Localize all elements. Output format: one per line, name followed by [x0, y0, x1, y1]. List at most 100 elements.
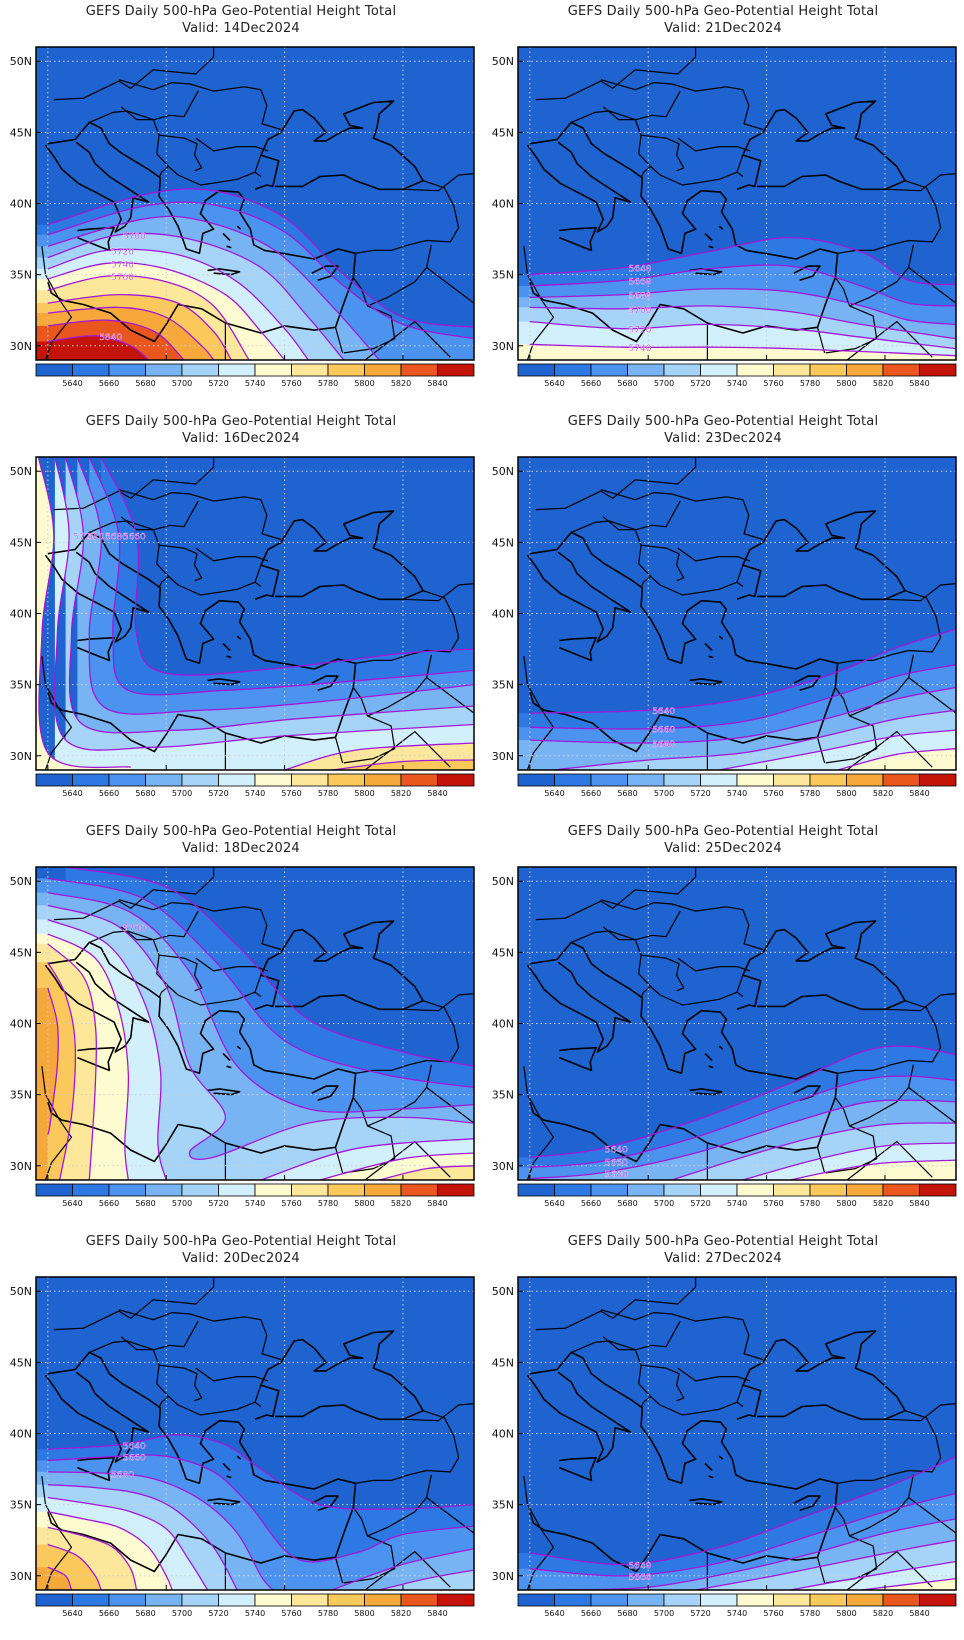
contour-label: 5640	[629, 265, 652, 275]
contour-line	[529, 1492, 956, 1577]
colorbar-label: 5820	[391, 1609, 411, 1618]
colorbar-swatch	[108, 1183, 146, 1197]
country-border	[118, 899, 282, 951]
country-border	[641, 1364, 685, 1402]
coastline	[704, 1462, 713, 1472]
colorbar-label: 5720	[690, 1199, 710, 1208]
colorbar-label: 5780	[800, 1609, 820, 1618]
colorbar-swatch	[846, 773, 884, 787]
colorbar-label: 5640	[62, 789, 82, 798]
lat-tick-label: 45N	[492, 1356, 514, 1369]
coastline	[207, 1088, 241, 1096]
colorbar-label: 5660	[99, 789, 119, 798]
country-border	[846, 321, 933, 360]
colorbar-label: 5780	[318, 789, 338, 798]
lat-tick-label: 35N	[10, 269, 32, 282]
contour-line	[47, 904, 474, 1160]
country-border	[535, 457, 697, 511]
country-border	[254, 581, 262, 587]
colorbar-label: 5780	[318, 379, 338, 388]
colorbar-label: 5700	[172, 379, 192, 388]
lat-tick-label: 40N	[10, 1018, 32, 1031]
coastline	[526, 141, 632, 233]
colorbar-swatch	[181, 363, 219, 377]
contour-line	[553, 709, 956, 770]
colorbar-swatch	[437, 363, 475, 377]
colorbar-label: 5800	[354, 789, 374, 798]
colorbar-swatch	[400, 1183, 438, 1197]
contour-line	[790, 1560, 956, 1590]
colorbar-swatch	[590, 1183, 628, 1197]
colorbar-swatch	[882, 1593, 920, 1607]
colorbar-swatch	[700, 1593, 738, 1607]
coastline	[793, 675, 821, 692]
coastline	[736, 100, 906, 191]
colorbar-label: 5720	[690, 379, 710, 388]
colorbar-swatch	[700, 1183, 738, 1197]
country-border	[600, 899, 764, 951]
panel-title: GEFS Daily 500-hPa Geo-Potential Height …	[567, 1234, 879, 1249]
colorbar-swatch	[554, 773, 592, 787]
contour-line	[529, 1099, 956, 1180]
colorbar-label: 5680	[617, 379, 637, 388]
colorbar-swatch	[108, 363, 146, 377]
map-canvas: 56405660568050N45N40N35N30N10E20E30E40E5…	[10, 1276, 475, 1618]
coastline	[718, 225, 724, 230]
colorbar-label: 5780	[318, 1199, 338, 1208]
map-panel-18dec: 570050N45N40N35N30N10E20E30E40E564056605…	[0, 820, 482, 1230]
lat-tick-label: 50N	[492, 55, 514, 68]
country-border	[343, 1125, 396, 1174]
contour-line	[529, 236, 956, 286]
coastline	[222, 1462, 231, 1472]
colorbar-label: 5720	[208, 1609, 228, 1618]
lat-tick-label: 40N	[492, 608, 514, 621]
coastline	[559, 1456, 597, 1482]
contour-label: 5680	[111, 1470, 134, 1480]
colorbar-swatch	[291, 1183, 329, 1197]
colorbar-swatch	[291, 363, 329, 377]
country-border	[53, 457, 215, 511]
coastline	[718, 635, 724, 640]
map-panel-25dec: 56405660568050N45N40N35N30N10E20E30E40E5…	[482, 820, 964, 1230]
contour-label: 5680	[629, 292, 652, 302]
colorbar-swatch	[809, 1593, 847, 1607]
colorbar-swatch	[327, 773, 365, 787]
lat-tick-label: 35N	[10, 679, 32, 692]
coastline	[254, 920, 424, 1011]
height-band	[518, 344, 956, 360]
contour-line	[529, 628, 956, 714]
country-border	[195, 137, 269, 152]
colorbar-label: 5720	[690, 789, 710, 798]
colorbar-swatch	[700, 363, 738, 377]
lat-tick-label: 45N	[10, 1356, 32, 1369]
colorbar-swatch	[400, 773, 438, 787]
colorbar-label: 5760	[763, 1199, 783, 1208]
country-border	[159, 544, 203, 582]
colorbar-swatch	[72, 773, 110, 787]
lat-tick-label: 30N	[10, 750, 32, 763]
country-border	[600, 1309, 764, 1361]
contour-label: 5660	[123, 532, 146, 542]
colorbar-swatch	[846, 1593, 884, 1607]
colorbar-label: 5780	[800, 379, 820, 388]
country-border	[677, 1367, 751, 1382]
country-border	[640, 166, 651, 179]
colorbar-label: 5700	[172, 1609, 192, 1618]
contour-label: 5720	[629, 326, 652, 336]
coastline	[559, 1046, 597, 1072]
coastline	[226, 1475, 232, 1479]
colorbar-swatch	[809, 363, 847, 377]
contour-line	[47, 201, 474, 340]
coastline	[47, 531, 357, 753]
colorbar-swatch	[108, 773, 146, 787]
contour-label: 5660	[605, 1159, 628, 1169]
country-border	[641, 954, 685, 992]
colorbar-swatch	[327, 1593, 365, 1607]
contour-line	[47, 1496, 209, 1590]
country-border	[535, 1277, 697, 1331]
contour-label: 5640	[629, 1561, 652, 1571]
contour-line	[47, 1454, 474, 1563]
country-border	[402, 993, 474, 1012]
colorbar-label: 5760	[763, 789, 783, 798]
contour-line	[319, 1152, 474, 1180]
